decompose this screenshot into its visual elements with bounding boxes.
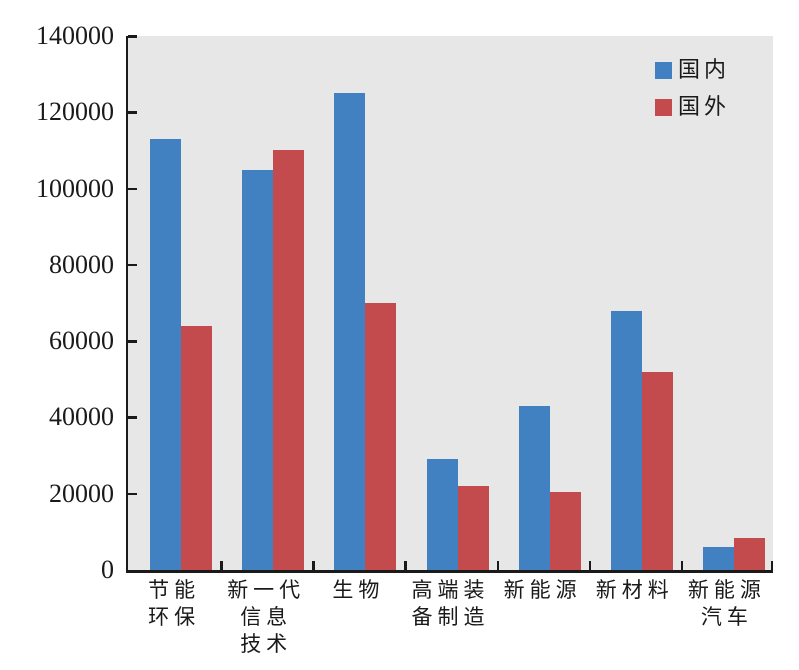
y-tick	[128, 111, 137, 114]
bar	[518, 406, 550, 570]
legend: 国内 国外	[655, 58, 730, 132]
y-tick-label: 100000	[36, 173, 114, 203]
y-tick	[128, 416, 137, 419]
x-tick-label: 新能源	[504, 577, 582, 604]
bar	[181, 325, 213, 570]
x-tick-label: 生物	[332, 577, 384, 604]
x-tick-label-line: 生物	[332, 578, 385, 602]
x-tick-label: 新一代 信息 技术	[227, 577, 305, 658]
x-tick-label-line: 新能源	[687, 578, 766, 602]
y-tick-label: 60000	[49, 326, 114, 356]
bar	[365, 303, 397, 570]
y-tick-label: 40000	[49, 402, 114, 432]
x-tick	[404, 561, 407, 570]
bar	[641, 371, 673, 570]
x-tick-label-line: 新材料	[595, 578, 674, 602]
legend-item: 国外	[655, 95, 730, 119]
x-tick	[312, 561, 315, 570]
x-tick-label-line: 技术	[240, 632, 293, 656]
x-tick	[680, 561, 684, 570]
x-tick-label: 新能源 汽车	[688, 577, 766, 631]
x-tick-label-line: 高端装	[411, 578, 490, 602]
x-tick	[770, 561, 773, 570]
y-tick	[128, 187, 137, 191]
x-tick-label: 高端装 备制造	[412, 577, 490, 631]
x-axis-labels: 节能 环保 新一代 信息 技术 生物 高端装 备制造 新能源 新材料 新能源 汽车	[126, 577, 771, 667]
x-tick-label-line: 节能	[148, 578, 201, 602]
y-tick	[128, 492, 137, 496]
y-tick	[128, 340, 137, 343]
bar	[426, 459, 458, 570]
x-tick-label-line: 环保	[148, 605, 201, 629]
x-tick-label: 节能 环保	[148, 577, 200, 631]
x-tick-label-line: 新一代	[227, 578, 306, 602]
y-tick-label: 0	[101, 555, 114, 584]
bar	[334, 93, 366, 570]
bar	[457, 486, 489, 570]
x-tick-label-line: 汽车	[700, 605, 753, 629]
y-tick	[128, 35, 137, 38]
legend-item: 国内	[655, 58, 730, 82]
x-tick-label-line: 新能源	[503, 578, 582, 602]
bar	[702, 547, 734, 570]
y-tick-label: 120000	[36, 97, 114, 127]
x-tick-label: 新材料	[596, 577, 674, 604]
bar	[242, 169, 274, 570]
plot-area: 国内 国外	[126, 35, 773, 573]
y-tick	[128, 263, 137, 267]
legend-swatch-icon	[655, 61, 672, 79]
x-tick	[588, 561, 592, 570]
bar	[549, 491, 581, 570]
legend-swatch-icon	[655, 98, 672, 116]
x-tick-label-line: 备制造	[411, 605, 490, 629]
bar	[610, 310, 642, 570]
x-tick-label-line: 信息	[240, 605, 293, 629]
y-axis-labels: 0 20000 40000 60000 80000 100000 120000 140000	[0, 23, 114, 583]
bar	[733, 537, 765, 570]
y-tick-label: 140000	[36, 21, 114, 50]
x-tick	[496, 561, 500, 570]
y-tick-label: 20000	[49, 478, 114, 508]
legend-label: 国外	[678, 94, 731, 119]
bar	[273, 150, 305, 570]
x-tick	[220, 561, 223, 570]
legend-label: 国内	[678, 57, 731, 82]
y-tick-label: 80000	[49, 249, 114, 279]
bar	[150, 139, 182, 570]
